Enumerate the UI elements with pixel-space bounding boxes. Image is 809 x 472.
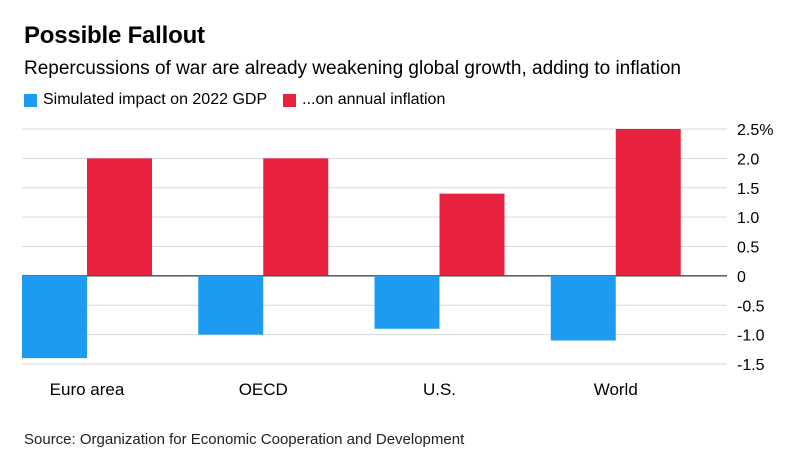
- bar-gdp: [374, 275, 440, 329]
- legend-swatch-gdp: [24, 93, 37, 107]
- y-tick-label: -1.0: [737, 328, 765, 345]
- y-tick-label: 0: [737, 269, 746, 286]
- bar-gdp: [198, 275, 264, 335]
- bar-inflation: [87, 158, 152, 276]
- x-tick-label: OECD: [239, 380, 288, 399]
- bar-inflation: [615, 129, 681, 276]
- x-tick-label: Euro area: [50, 380, 125, 399]
- source-note: Source: Organization for Economic Cooper…: [24, 431, 465, 448]
- legend-label-inflation: ...on annual inflation: [302, 91, 446, 108]
- bar-gdp: [22, 275, 87, 359]
- y-tick-label: 1.0: [737, 210, 759, 227]
- bar-inflation: [263, 158, 329, 276]
- y-tick-label: 2.0: [737, 151, 759, 168]
- legend-item-gdp: Simulated impact on 2022 GDP: [24, 91, 267, 109]
- y-tick-label: 0.5: [737, 240, 759, 257]
- x-tick-label: World: [594, 380, 638, 399]
- bar-inflation: [439, 193, 505, 276]
- chart-title: Possible Fallout: [24, 22, 205, 49]
- y-tick-label: 2.5%: [737, 122, 773, 139]
- chart-legend: Simulated impact on 2022 GDP ...on annua…: [24, 91, 461, 109]
- y-tick-label: 1.5: [737, 181, 759, 198]
- legend-item-inflation: ...on annual inflation: [283, 91, 445, 109]
- legend-swatch-inflation: [283, 93, 297, 107]
- y-tick-label: -0.5: [737, 298, 765, 315]
- y-tick-label: -1.5: [737, 357, 765, 374]
- x-tick-label: U.S.: [423, 380, 456, 399]
- bar-gdp: [550, 275, 616, 341]
- chart-subtitle: Repercussions of war are already weakeni…: [24, 58, 681, 79]
- legend-label-gdp: Simulated impact on 2022 GDP: [43, 91, 268, 108]
